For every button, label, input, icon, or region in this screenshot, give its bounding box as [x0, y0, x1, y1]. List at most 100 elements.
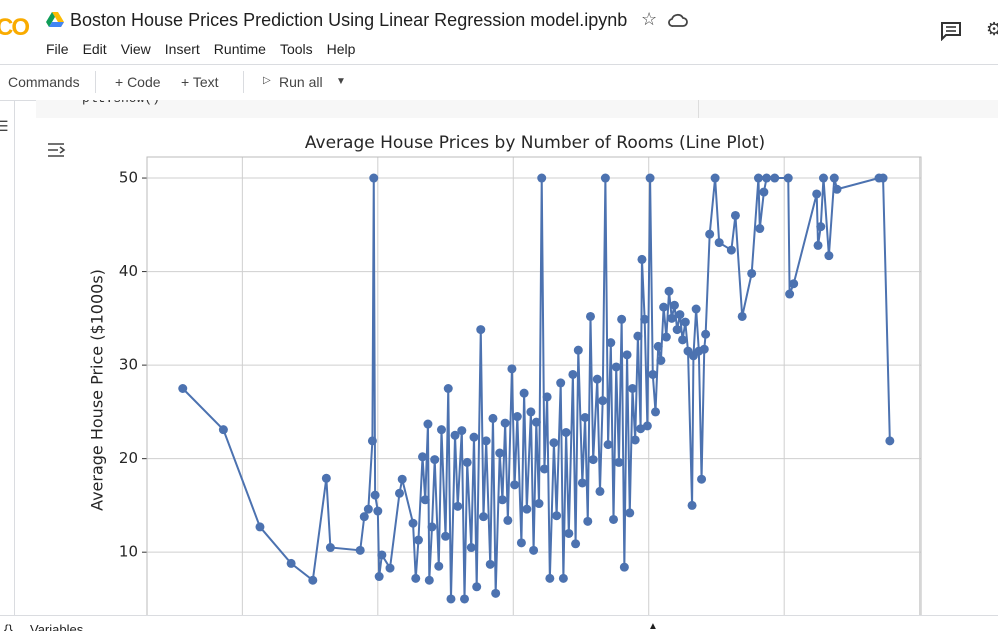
data-point [178, 384, 188, 393]
data-point [370, 490, 380, 500]
data-point [420, 495, 430, 505]
data-point [885, 436, 895, 446]
data-point [637, 254, 647, 264]
data-point [633, 331, 643, 341]
notebook-title[interactable]: Boston House Prices Prediction Using Lin… [70, 10, 628, 30]
divider [243, 71, 244, 93]
data-point [642, 421, 652, 431]
data-point [573, 345, 583, 355]
data-point [500, 418, 510, 428]
y-tick-label: 30 [119, 356, 138, 374]
data-point [583, 516, 593, 526]
data-point [571, 539, 581, 549]
data-point [457, 426, 467, 436]
data-point [531, 417, 541, 427]
data-point [516, 538, 526, 548]
data-point [558, 573, 568, 583]
data-point [534, 499, 544, 509]
code-line: plt.show() [82, 100, 160, 106]
data-point [653, 341, 663, 351]
data-point [460, 594, 470, 604]
data-point [526, 407, 536, 417]
menu-item[interactable]: Help [326, 41, 356, 57]
data-point [678, 335, 688, 345]
data-point [552, 511, 562, 521]
star-icon[interactable]: ☆ [641, 9, 658, 29]
run-all-button[interactable]: Run all [279, 74, 323, 90]
data-point [699, 344, 709, 354]
data-point [321, 473, 331, 483]
add-code-button[interactable]: + Code [115, 74, 161, 90]
menu-item[interactable]: File [46, 41, 69, 57]
data-point [816, 222, 826, 232]
status-bar: {} Variables ▲ [0, 615, 998, 631]
data-point [661, 332, 671, 342]
chart: Average House Prices by Number of Rooms … [88, 133, 922, 615]
data-point [759, 187, 769, 197]
run-icon: ▷ [263, 75, 271, 86]
resize-handle[interactable]: ▲ [648, 621, 658, 631]
data-point [651, 407, 661, 417]
data-point [545, 573, 555, 583]
data-point [577, 478, 587, 488]
divider [95, 71, 96, 93]
data-point [687, 500, 697, 510]
data-point [510, 480, 520, 490]
commands-button[interactable]: Commands [8, 74, 80, 90]
cell-divider [698, 100, 699, 118]
data-point [627, 384, 637, 393]
data-point [255, 522, 265, 532]
data-point [701, 329, 711, 339]
data-point [450, 430, 460, 440]
menu-bar: File Edit View Insert Runtime Tools Help [46, 41, 369, 57]
run-dropdown[interactable]: ▼ [336, 76, 346, 87]
settings-icon[interactable]: ⚙ [986, 19, 998, 39]
data-point [691, 304, 701, 314]
output-icon[interactable] [46, 141, 68, 159]
data-point [617, 314, 627, 324]
data-point [394, 488, 404, 498]
add-text-button[interactable]: + Text [181, 74, 219, 90]
comment-icon[interactable] [940, 21, 962, 41]
variables-tab[interactable]: Variables [30, 622, 84, 631]
data-point [539, 464, 549, 474]
data-point [714, 238, 724, 248]
data-point [595, 486, 605, 496]
data-point [369, 173, 379, 183]
cloud-icon[interactable] [668, 12, 688, 28]
data-point [218, 425, 228, 435]
toc-icon[interactable]: ☰ [0, 118, 9, 134]
data-point [675, 310, 685, 320]
logo[interactable]: CO [0, 14, 30, 41]
data-point [377, 550, 387, 560]
data-point [770, 173, 780, 183]
data-point [367, 436, 377, 446]
data-point [737, 311, 747, 321]
data-point [659, 302, 669, 312]
data-point [495, 448, 505, 458]
axes-frame [146, 156, 922, 615]
menu-item[interactable]: Edit [82, 41, 107, 57]
data-point [453, 501, 463, 511]
data-point [669, 300, 679, 310]
data-point [697, 474, 707, 484]
data-point [730, 210, 740, 220]
data-point [630, 435, 640, 445]
data-point [397, 474, 407, 484]
menu-item[interactable]: View [120, 41, 151, 57]
data-point [537, 173, 547, 183]
variables-icon[interactable]: {} [4, 622, 13, 631]
menu-item[interactable]: Runtime [213, 41, 266, 57]
data-point [441, 531, 451, 541]
menu-item[interactable]: Tools [279, 41, 313, 57]
data-point [622, 350, 632, 360]
data-point [373, 506, 383, 516]
data-point [308, 575, 318, 585]
data-point [636, 424, 646, 434]
drive-icon [46, 12, 64, 27]
data-point [832, 184, 842, 194]
toolbar: Commands + Code + Text ▷ Run all ▼ [0, 64, 998, 101]
data-point [542, 392, 552, 402]
menu-item[interactable]: Insert [164, 41, 200, 57]
